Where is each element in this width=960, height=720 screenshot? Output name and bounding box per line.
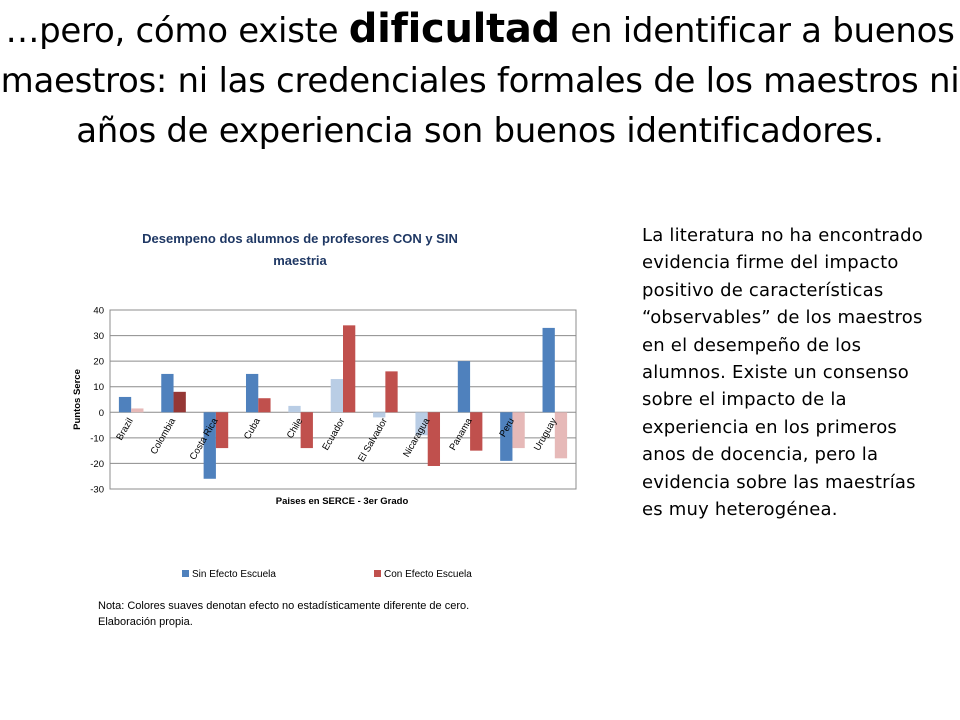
bar-con-efecto bbox=[554, 412, 568, 459]
y-tick-label: 20 bbox=[93, 357, 104, 368]
bar-con-efecto bbox=[258, 398, 271, 413]
y-tick-label: 0 bbox=[99, 408, 104, 419]
bar-sin-efecto bbox=[161, 373, 174, 413]
chart-note: Nota: Colores suaves denotan efecto no e… bbox=[98, 598, 548, 630]
title-pre: …pero, cómo existe bbox=[5, 11, 349, 51]
bar-sin-efecto bbox=[288, 405, 301, 413]
bar-sin-efecto bbox=[330, 379, 343, 413]
title-emphasis: dificultad bbox=[348, 6, 560, 52]
bar-sin-efecto bbox=[500, 412, 513, 461]
y-tick-label: -30 bbox=[90, 485, 104, 496]
side-paragraph: La literatura no ha encontrado evidencia… bbox=[642, 225, 923, 521]
bar-sin-efecto bbox=[457, 361, 471, 413]
x-category-label: Colombia bbox=[149, 416, 179, 457]
bar-sin-efecto bbox=[118, 396, 132, 413]
y-tick-label: 40 bbox=[93, 306, 104, 317]
legend-label: Con Efecto Escuela bbox=[384, 569, 472, 580]
slide-title: …pero, cómo existe dificultad en identif… bbox=[0, 4, 960, 156]
note-line-1: Nota: Colores suaves denotan efecto no e… bbox=[98, 600, 470, 612]
bar-con-efecto bbox=[300, 412, 313, 449]
note-line-2: Elaboración propia. bbox=[98, 616, 193, 628]
y-tick-label: 30 bbox=[93, 331, 104, 342]
x-category-label: Brazil bbox=[114, 416, 135, 442]
y-tick-label: -20 bbox=[90, 459, 104, 470]
y-tick-label: 10 bbox=[93, 382, 104, 393]
legend-swatch bbox=[182, 570, 189, 577]
bar-con-efecto bbox=[173, 391, 186, 413]
title-post: en identificar a buenos maestros: ni las… bbox=[0, 11, 960, 151]
x-category-label: El Salvador bbox=[356, 416, 390, 464]
bar-con-efecto bbox=[343, 325, 356, 413]
legend-label: Sin Efecto Escuela bbox=[192, 569, 276, 580]
chart-title-line: Desempeno dos alumnos de profesores CON … bbox=[142, 231, 458, 246]
bar-con-efecto bbox=[131, 408, 144, 413]
plot-area-border bbox=[109, 309, 577, 490]
bar-con-efecto bbox=[215, 412, 229, 449]
bar-sin-efecto bbox=[373, 412, 386, 418]
bar-con-efecto bbox=[512, 412, 525, 449]
x-category-label: Ecuador bbox=[320, 416, 347, 452]
bar-con-efecto bbox=[427, 412, 441, 466]
bar-sin-efecto bbox=[245, 373, 259, 413]
legend-swatch bbox=[374, 570, 381, 577]
chart-title-line: maestria bbox=[273, 253, 327, 268]
bar-sin-efecto bbox=[415, 412, 428, 436]
chart-container: Desempeno dos alumnos de profesores CON … bbox=[70, 212, 590, 592]
bar-con-efecto bbox=[385, 371, 398, 413]
bar-chart: Desempeno dos alumnos de profesores CON … bbox=[72, 231, 577, 580]
x-axis-title: Paises en SERCE - 3er Grado bbox=[276, 496, 409, 507]
bar-con-efecto bbox=[470, 412, 483, 451]
y-tick-label: -10 bbox=[90, 433, 104, 444]
bar-sin-efecto bbox=[203, 412, 216, 479]
y-axis-title: Puntos Serce bbox=[72, 369, 83, 430]
bar-sin-efecto bbox=[542, 327, 555, 413]
